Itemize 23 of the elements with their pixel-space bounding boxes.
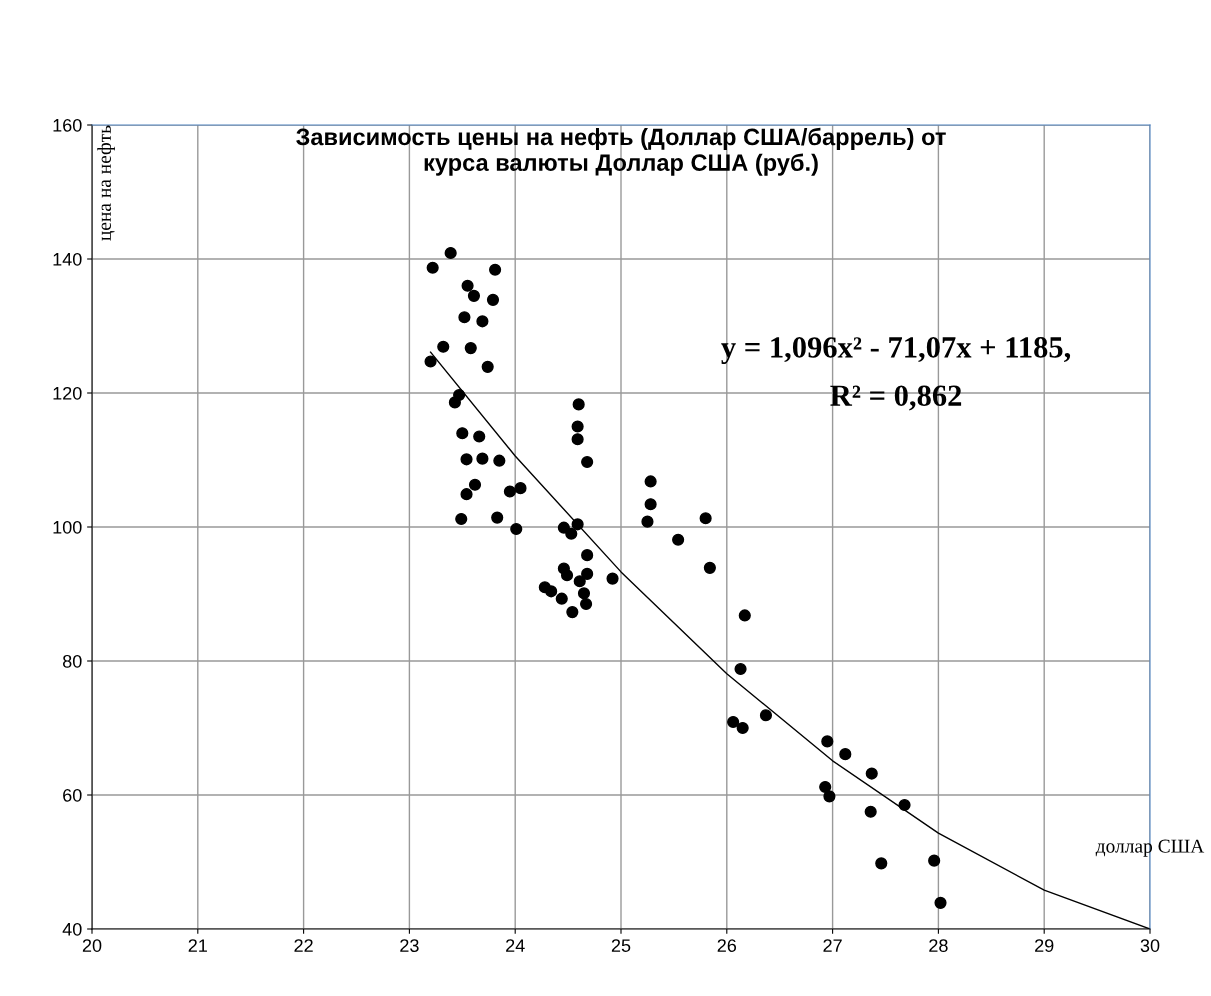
text: Зависимость цены на нефть (Доллар США/баррель) от курса валюты Доллар США (руб.) [296,127,946,176]
x-tick-label: 26 [717,939,737,952]
x-tick-label: 25 [611,939,631,952]
x-tick-label: 29 [1035,939,1054,952]
x-axis-title: доллар США [1095,839,1205,857]
x-tick-label: 28 [929,939,948,952]
x-tick-label: 27 [823,939,842,952]
annotation: R² = 0,862 [830,385,962,411]
y-tick-label: 80 [62,654,82,668]
x-tick-label: 23 [400,939,419,952]
y-tick-label: 100 [53,520,82,534]
y-tick-label: 160 [53,118,82,132]
x-tick-label: 20 [82,939,102,952]
y-tick-label: 40 [62,922,82,936]
x-tick-label: 21 [188,939,207,952]
y-tick-label: 120 [53,386,82,400]
y-tick-label: 60 [63,788,82,802]
x-tick-label: 24 [506,939,525,952]
x-tick-label: 30 [1140,939,1160,952]
annotation: y = 1,096x² - 71,07x + 1185, [721,337,1071,364]
y-axis-title: цена на нефть [97,125,115,241]
y-tick-label: 140 [53,252,82,266]
x-tick-label: 22 [294,939,313,952]
